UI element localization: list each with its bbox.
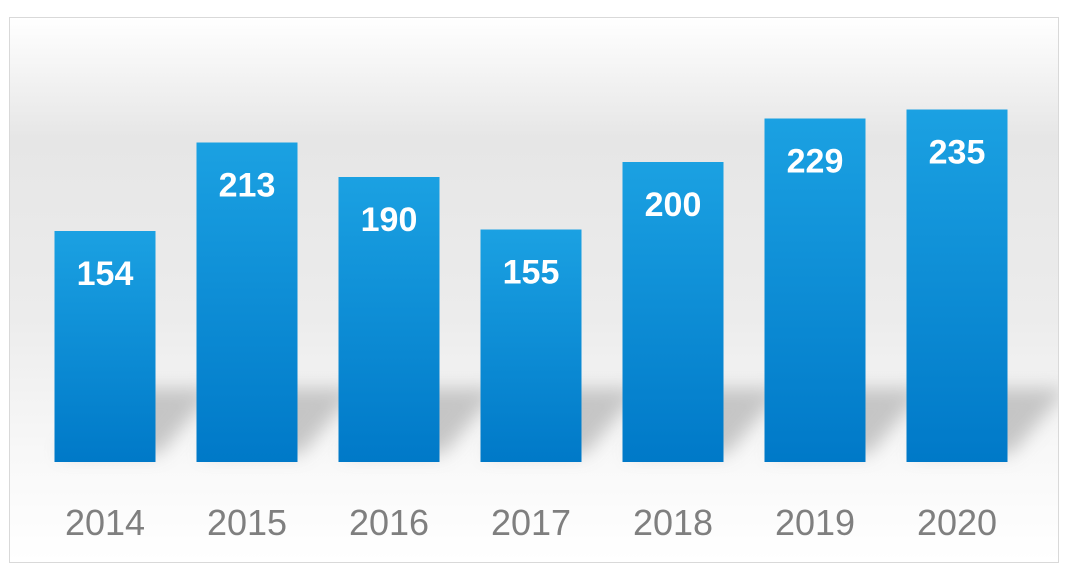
x-tick-label-2016: 2016	[349, 502, 429, 543]
chart-container: 154 213 190 155 200 229 235 2014 2015 2016 2017 20…	[9, 17, 1059, 563]
bar-2018	[622, 162, 724, 462]
value-label-2015: 213	[219, 167, 276, 205]
x-tick-label-2015: 2015	[207, 502, 287, 543]
bar-2016	[338, 177, 440, 462]
bar-2019	[764, 118, 866, 462]
bar-2014	[54, 231, 156, 462]
value-label-2019: 229	[787, 143, 844, 181]
value-label-2017: 155	[503, 254, 560, 292]
value-label-2016: 190	[361, 201, 418, 239]
bar-2015	[196, 142, 298, 462]
x-tick-label-2017: 2017	[491, 502, 571, 543]
x-tick-label-2014: 2014	[65, 502, 145, 543]
value-label-2020: 235	[929, 134, 986, 172]
x-tick-label-2020: 2020	[917, 502, 997, 543]
value-labels-group: 154 213 190 155 200 229 235	[77, 134, 986, 294]
x-tick-label-2018: 2018	[633, 502, 713, 543]
value-label-2018: 200	[645, 186, 702, 224]
value-label-2014: 154	[77, 255, 134, 293]
x-tick-label-2019: 2019	[775, 502, 855, 543]
bar-2017	[480, 229, 582, 462]
x-axis-tick-labels: 2014 2015 2016 2017 2018 2019 2020	[65, 502, 997, 543]
bars-group	[54, 109, 1008, 462]
bar-2020	[906, 109, 1008, 462]
